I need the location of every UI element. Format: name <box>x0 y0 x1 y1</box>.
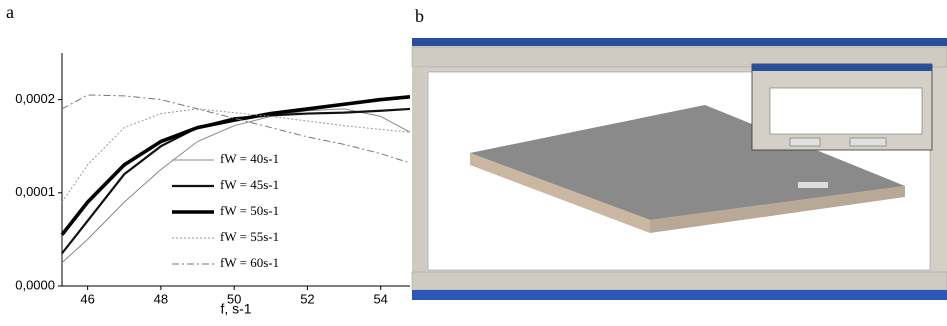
panel-label: b <box>415 6 424 26</box>
bottom-toolbar <box>412 272 947 290</box>
legend-label: fW = 50s-1 <box>220 203 279 218</box>
screenshot <box>412 38 947 300</box>
title-bar <box>412 38 947 46</box>
x-tick-label: 50 <box>227 291 241 306</box>
y-tick-label: 0,0001 <box>15 184 55 199</box>
legend-label: fW = 60s-1 <box>220 255 279 270</box>
taskbar <box>412 290 947 300</box>
dialog-title <box>752 64 932 71</box>
y-tick-label: 0,0000 <box>15 277 55 292</box>
cancel-button[interactable] <box>850 138 886 146</box>
panel-label: a <box>6 2 14 22</box>
x-tick-label: 48 <box>154 291 168 306</box>
legend-label: fW = 40s-1 <box>220 151 279 166</box>
ok-button[interactable] <box>790 138 820 146</box>
legend-label: fW = 45s-1 <box>220 177 279 192</box>
highlight <box>798 182 828 188</box>
legend-label: fW = 55s-1 <box>220 229 279 244</box>
side-toolbar <box>412 67 426 272</box>
x-tick-label: 52 <box>300 291 314 306</box>
y-tick-label: 0,0002 <box>15 91 55 106</box>
x-tick-label: 46 <box>80 291 94 306</box>
dialog-table <box>770 88 922 134</box>
figure: a b f, s-1 0,00000,00010,00024648505254f… <box>0 0 947 321</box>
x-tick-label: 54 <box>373 291 387 306</box>
